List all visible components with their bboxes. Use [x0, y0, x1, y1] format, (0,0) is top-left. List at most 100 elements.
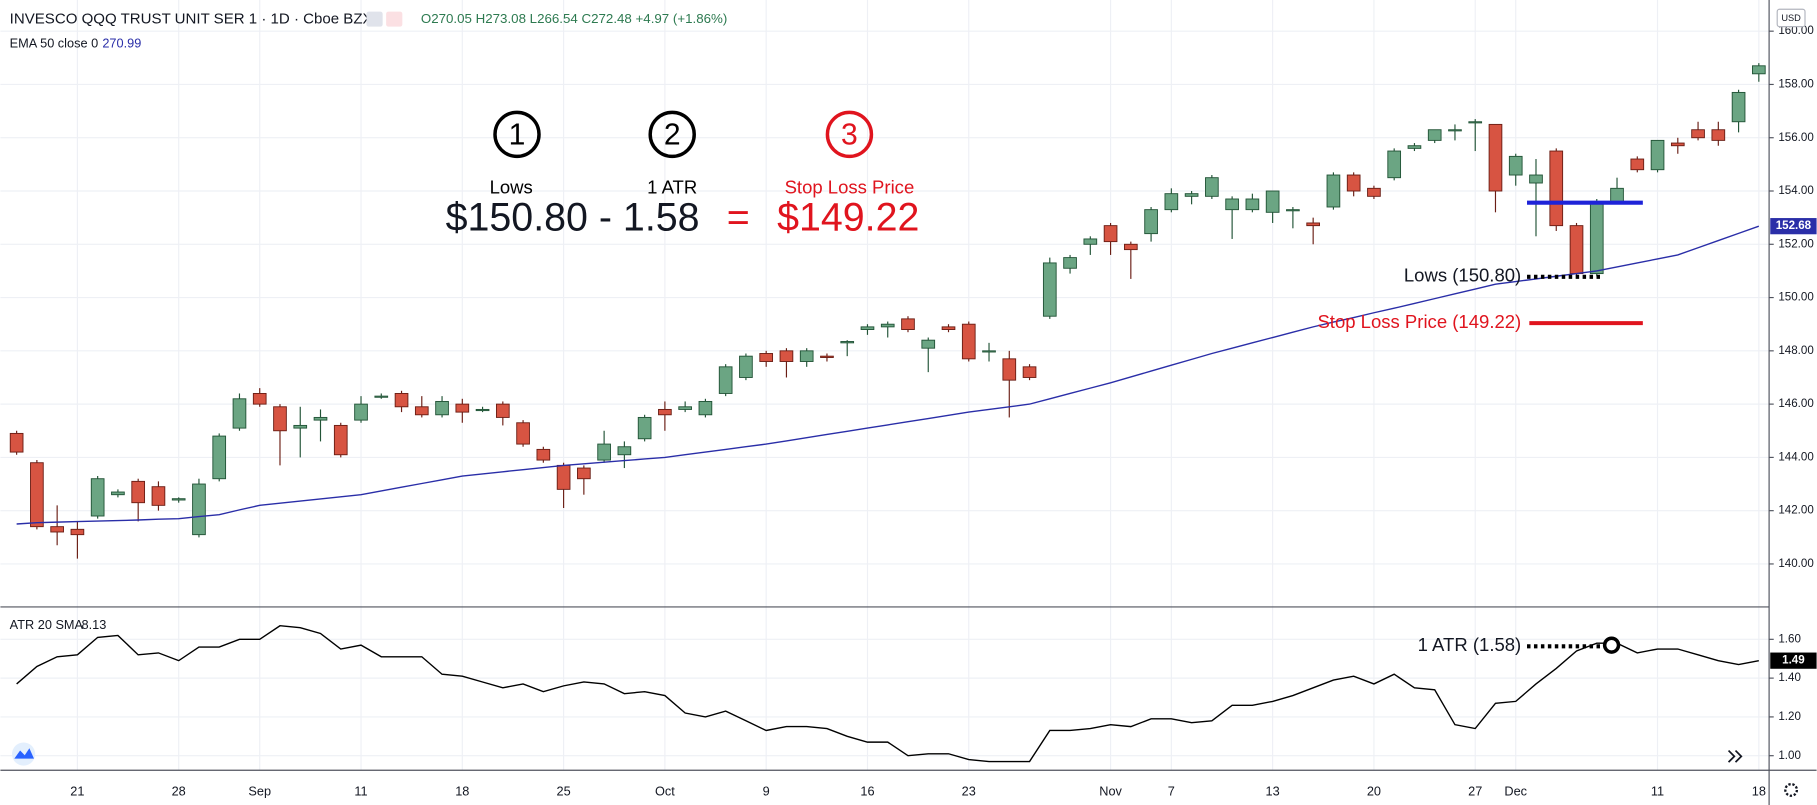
candle-body: [50, 526, 64, 533]
x-tick-label: 11: [354, 784, 367, 799]
candle-body: [252, 392, 267, 405]
candle-body: [718, 366, 733, 394]
candle-body: [982, 350, 996, 353]
candle-body: [799, 350, 814, 362]
candle-body: [455, 403, 470, 413]
candle-body: [739, 355, 753, 378]
candle-body: [1610, 187, 1624, 203]
candle-body: [1407, 145, 1422, 149]
step-number: 3: [841, 119, 858, 152]
candle-body: [151, 486, 166, 506]
last-value-box: [1770, 218, 1817, 235]
candle-body: [1670, 142, 1685, 147]
y-tick-label: 146.00: [1778, 398, 1813, 410]
icon-settings[interactable]: [386, 11, 403, 27]
candle-body: [1529, 174, 1543, 184]
atr-marker: [1602, 636, 1621, 654]
candle-body: [1022, 366, 1037, 378]
step-label: 1 ATR: [647, 177, 697, 198]
candle-body: [1508, 155, 1523, 176]
x-tick-label: 18: [455, 784, 469, 799]
candle-body: [820, 355, 834, 358]
candle-body: [313, 416, 328, 421]
x-tick-label: 28: [172, 784, 186, 799]
x-tick-label: Sep: [248, 784, 271, 799]
candle-body: [880, 323, 895, 328]
x-tick-label: Dec: [1504, 784, 1527, 799]
candle-body: [860, 326, 875, 330]
x-tick-label: 7: [1168, 784, 1175, 799]
y-tick-label: 1.00: [1778, 750, 1801, 762]
price-pane: [9, 63, 1766, 559]
y-tick-label: 160.00: [1778, 25, 1813, 37]
candle-body: [1123, 243, 1138, 251]
ema-legend-value: 270.99: [102, 35, 141, 50]
candle-body: [1569, 225, 1584, 275]
candle-body: [1589, 201, 1604, 275]
candle-body: [1752, 65, 1766, 75]
scroll-button[interactable]: [1727, 749, 1743, 763]
candle-body: [577, 467, 591, 480]
candle-body: [1306, 222, 1320, 227]
x-tick-label: 21: [70, 784, 84, 799]
grid-layer: [0, 0, 1770, 771]
candle-body: [1063, 257, 1077, 269]
chart-title: INVESCO QQQ TRUST UNIT SER 1 · 1D · Cboe…: [10, 11, 373, 28]
candle-body: [1265, 190, 1280, 213]
y-tick-label: 1.40: [1778, 672, 1801, 684]
candle-body: [1549, 150, 1564, 227]
candle-body: [30, 462, 44, 528]
x-tick-label: 25: [557, 784, 571, 799]
candle-body: [1184, 193, 1199, 197]
candle-body: [1711, 129, 1726, 141]
candle-body: [1144, 209, 1158, 235]
candle-body: [961, 323, 976, 360]
indicator-line: [16, 225, 1760, 525]
y-tick-label: 154.00: [1778, 185, 1813, 197]
icon-eye[interactable]: [366, 11, 383, 27]
lows-callout: Lows (150.80): [1404, 265, 1521, 286]
formula-equals: =: [727, 195, 750, 239]
candle-body: [1164, 193, 1179, 211]
step-label: Lows: [490, 177, 533, 198]
candle-body: [1286, 209, 1300, 212]
candle-body: [941, 326, 956, 330]
candle-body: [1225, 198, 1239, 211]
candle-body: [698, 400, 713, 416]
candle-body: [658, 408, 672, 416]
currency: USD: [1781, 13, 1801, 23]
candle-body: [333, 424, 348, 456]
ohlc-legend: O270.05 H273.08 L266.54 C272.48 +4.97 (+…: [421, 11, 727, 26]
indicator-line: [16, 625, 1759, 763]
x-tick-label: 18: [1752, 784, 1766, 799]
candle-body: [1367, 187, 1381, 197]
candle-body: [779, 350, 794, 362]
candle-body: [617, 446, 632, 456]
x-tick-label: 27: [1468, 784, 1482, 799]
candle-body: [759, 353, 774, 362]
candle-body: [9, 432, 24, 453]
candle-body: [1427, 129, 1442, 141]
candle-body: [1387, 150, 1402, 179]
candle-body: [475, 408, 490, 412]
candle-body: [293, 424, 308, 429]
candle-body: [354, 403, 368, 421]
x-tick-label: 20: [1367, 784, 1381, 799]
settings-button[interactable]: [1784, 782, 1799, 797]
candle-body: [394, 392, 409, 408]
candle-body: [70, 528, 85, 536]
candle-body: [1630, 158, 1645, 171]
candle-body: [171, 498, 186, 501]
stop-callout: Stop Loss Price (149.22): [1317, 311, 1521, 332]
y-tick-label: 144.00: [1778, 451, 1813, 463]
ema-legend-name: EMA 50 close 0: [10, 35, 98, 50]
atr-pane: [16, 625, 1759, 763]
step-circle: [825, 110, 874, 159]
candle-body: [192, 483, 206, 536]
x-tick-label: Nov: [1099, 784, 1122, 799]
candle-body: [678, 406, 692, 410]
x-tick-label: 16: [860, 784, 874, 799]
step-number: 1: [509, 119, 526, 152]
last-value-box: [1770, 652, 1817, 669]
